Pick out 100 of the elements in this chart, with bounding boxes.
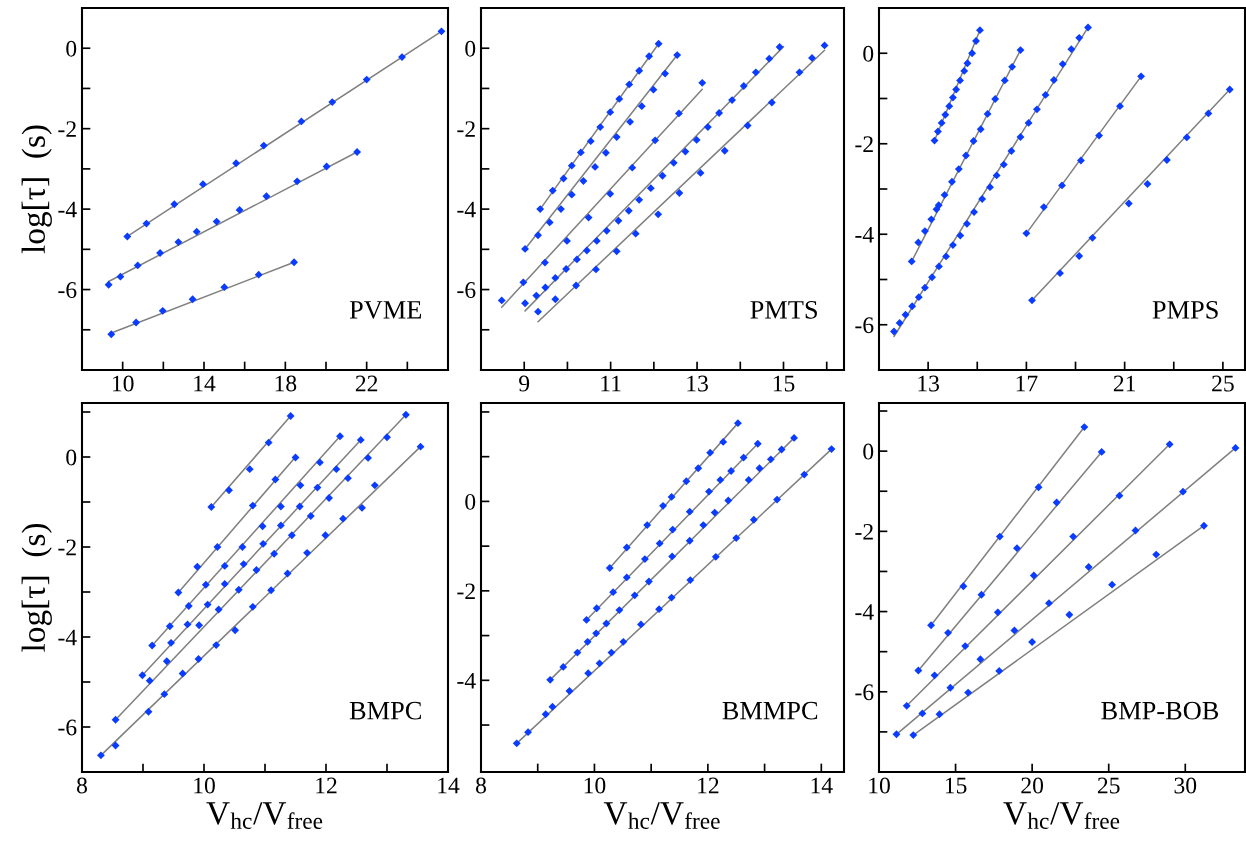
point xyxy=(631,229,640,238)
point xyxy=(353,148,362,156)
point xyxy=(325,494,333,502)
point xyxy=(895,319,904,327)
point xyxy=(914,293,923,302)
point xyxy=(1080,423,1089,431)
point xyxy=(212,641,221,650)
annotation: PMPS xyxy=(1152,300,1218,319)
x-tick-label: 10 xyxy=(194,777,215,794)
point xyxy=(235,205,244,214)
point xyxy=(607,648,616,657)
point xyxy=(315,458,324,467)
point xyxy=(541,710,550,719)
point xyxy=(195,621,204,630)
point xyxy=(682,477,691,486)
point xyxy=(573,648,582,657)
point xyxy=(286,412,295,420)
point xyxy=(232,159,241,168)
point xyxy=(591,162,600,171)
x-axis-title: V$_{hc}$/V$_{free}$ xyxy=(206,802,323,829)
point xyxy=(293,177,302,186)
point xyxy=(649,85,658,94)
point xyxy=(551,273,560,282)
point xyxy=(107,330,116,339)
point xyxy=(295,502,304,511)
point xyxy=(749,515,758,524)
point xyxy=(928,273,936,282)
y-tick-label: -4 xyxy=(855,226,874,243)
point xyxy=(96,751,105,760)
point xyxy=(692,136,701,144)
point xyxy=(694,464,703,473)
point xyxy=(521,299,530,308)
point xyxy=(954,165,963,174)
point xyxy=(744,476,753,484)
annotation: BMPC xyxy=(349,701,421,720)
point xyxy=(978,195,987,203)
x-tick-label: 9 xyxy=(519,375,530,392)
annotation: PVME xyxy=(349,301,422,319)
point xyxy=(890,327,898,336)
point xyxy=(719,437,728,446)
point xyxy=(583,637,592,646)
point xyxy=(716,476,725,484)
y-tick-label: -2 xyxy=(855,136,873,152)
point xyxy=(313,483,322,492)
point xyxy=(918,709,927,718)
point xyxy=(961,642,970,650)
point xyxy=(271,475,280,484)
point xyxy=(1097,448,1106,456)
point xyxy=(328,98,337,107)
point xyxy=(643,521,652,530)
point xyxy=(727,467,736,475)
point xyxy=(214,605,223,614)
point xyxy=(1058,181,1066,190)
point xyxy=(609,588,618,597)
point xyxy=(993,608,1002,617)
point xyxy=(306,512,315,520)
point xyxy=(732,534,741,542)
point xyxy=(595,659,604,668)
y-tick-label: 0 xyxy=(465,493,476,510)
point xyxy=(970,208,978,217)
point xyxy=(584,213,593,222)
point xyxy=(557,205,565,214)
point xyxy=(1008,62,1017,71)
point xyxy=(270,549,279,558)
y-tick-label: -4 xyxy=(457,672,476,689)
point xyxy=(165,622,174,631)
point xyxy=(658,171,667,180)
point xyxy=(601,148,610,157)
point xyxy=(532,291,541,300)
point xyxy=(674,109,683,118)
point xyxy=(512,739,521,748)
y-tick-label: -2 xyxy=(855,523,873,540)
point xyxy=(160,690,169,699)
point xyxy=(1065,610,1074,619)
point xyxy=(992,171,1001,180)
point xyxy=(937,119,946,127)
point xyxy=(808,53,816,62)
point xyxy=(659,501,667,510)
point xyxy=(959,582,968,591)
x-tick-label: 11 xyxy=(601,375,621,392)
point xyxy=(1000,76,1009,85)
point xyxy=(934,201,943,210)
point xyxy=(364,453,373,462)
x-tick-label: 14 xyxy=(438,777,460,794)
point xyxy=(766,455,775,464)
point xyxy=(935,262,943,271)
point xyxy=(1034,483,1043,492)
point xyxy=(739,82,748,90)
point xyxy=(655,605,664,614)
x-tick-label: 22 xyxy=(355,375,378,392)
point xyxy=(145,676,154,685)
point xyxy=(734,419,742,428)
point xyxy=(524,728,532,737)
point xyxy=(800,470,809,479)
point xyxy=(201,580,210,589)
point xyxy=(630,591,639,600)
point xyxy=(596,123,605,131)
point xyxy=(976,26,984,35)
point xyxy=(753,439,762,448)
point xyxy=(148,641,157,650)
